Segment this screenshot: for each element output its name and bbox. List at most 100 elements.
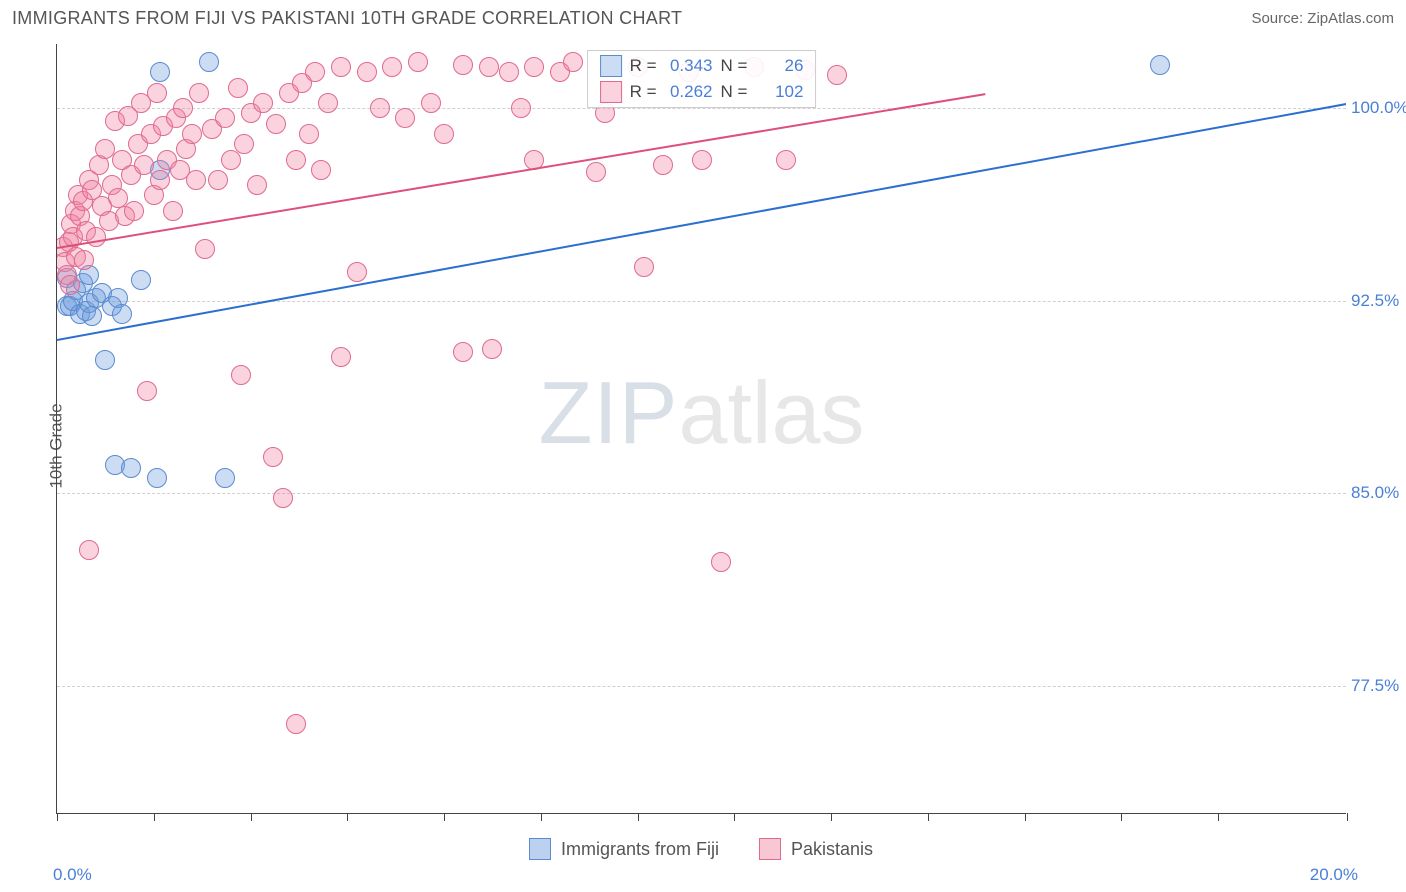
data-point	[121, 458, 141, 478]
data-point	[286, 150, 306, 170]
legend-swatch	[759, 838, 781, 860]
legend-swatch	[529, 838, 551, 860]
data-point	[1150, 55, 1170, 75]
data-point	[408, 52, 428, 72]
x-tick	[928, 813, 929, 821]
data-point	[234, 134, 254, 154]
data-point	[263, 447, 283, 467]
data-point	[137, 381, 157, 401]
x-tick	[1121, 813, 1122, 821]
data-point	[382, 57, 402, 77]
data-point	[195, 239, 215, 259]
data-point	[357, 62, 377, 82]
data-point	[692, 150, 712, 170]
legend-label: Pakistanis	[791, 839, 873, 860]
data-point	[215, 468, 235, 488]
data-point	[112, 304, 132, 324]
y-tick-label: 100.0%	[1351, 98, 1406, 118]
data-point	[60, 275, 80, 295]
data-point	[634, 257, 654, 277]
data-point	[586, 162, 606, 182]
x-tick	[1218, 813, 1219, 821]
x-axis-start-label: 0.0%	[53, 865, 92, 885]
data-point	[653, 155, 673, 175]
legend-item: Immigrants from Fiji	[529, 838, 719, 860]
data-point	[150, 170, 170, 190]
gridline	[57, 493, 1346, 494]
data-point	[124, 201, 144, 221]
y-tick-label: 85.0%	[1351, 483, 1406, 503]
data-point	[95, 350, 115, 370]
data-point	[74, 250, 94, 270]
data-point	[208, 170, 228, 190]
legend-r-label: R =	[630, 56, 657, 76]
x-tick	[1025, 813, 1026, 821]
source-label: Source: ZipAtlas.com	[1251, 10, 1394, 27]
x-tick	[154, 813, 155, 821]
data-point	[82, 306, 102, 326]
legend-r-value: 0.262	[665, 82, 713, 102]
data-point	[395, 108, 415, 128]
data-point	[479, 57, 499, 77]
legend-n-label: N =	[721, 82, 748, 102]
x-tick	[1347, 813, 1348, 821]
data-point	[331, 57, 351, 77]
data-point	[347, 262, 367, 282]
legend-n-value: 26	[755, 56, 803, 76]
data-point	[421, 93, 441, 113]
data-point	[286, 714, 306, 734]
data-point	[266, 114, 286, 134]
data-point	[79, 540, 99, 560]
legend-r-label: R =	[630, 82, 657, 102]
legend-n-value: 102	[755, 82, 803, 102]
data-point	[776, 150, 796, 170]
data-point	[434, 124, 454, 144]
data-point	[273, 488, 293, 508]
x-tick	[444, 813, 445, 821]
data-point	[524, 57, 544, 77]
gridline	[57, 301, 1346, 302]
data-point	[299, 124, 319, 144]
x-tick	[638, 813, 639, 821]
data-point	[511, 98, 531, 118]
data-point	[499, 62, 519, 82]
data-point	[453, 342, 473, 362]
data-point	[131, 270, 151, 290]
x-tick	[831, 813, 832, 821]
x-tick	[541, 813, 542, 821]
data-point	[318, 93, 338, 113]
data-point	[247, 175, 267, 195]
chart-plot-area: ZIPatlas R =0.343N =26R =0.262N =102 0.0…	[56, 44, 1346, 814]
data-point	[253, 93, 273, 113]
data-point	[370, 98, 390, 118]
data-point	[150, 62, 170, 82]
data-point	[163, 201, 183, 221]
chart-title: IMMIGRANTS FROM FIJI VS PAKISTANI 10TH G…	[12, 8, 682, 29]
correlation-legend: R = 0.343 N = 26 R = 0.262 N = 102	[587, 50, 817, 108]
x-tick	[251, 813, 252, 821]
data-point	[199, 52, 219, 72]
data-point	[147, 468, 167, 488]
x-tick	[57, 813, 58, 821]
x-axis-end-label: 20.0%	[1310, 865, 1358, 885]
x-tick	[734, 813, 735, 821]
data-point	[147, 83, 167, 103]
gridline	[57, 686, 1346, 687]
y-tick-label: 92.5%	[1351, 291, 1406, 311]
data-point	[215, 108, 235, 128]
series-legend: Immigrants from Fiji Pakistanis	[56, 838, 1346, 860]
data-point	[827, 65, 847, 85]
legend-n-label: N =	[721, 56, 748, 76]
data-point	[134, 155, 154, 175]
legend-item: Pakistanis	[759, 838, 873, 860]
data-point	[189, 83, 209, 103]
data-point	[311, 160, 331, 180]
data-point	[231, 365, 251, 385]
legend-swatch	[600, 55, 622, 77]
data-point	[563, 52, 583, 72]
data-point	[305, 62, 325, 82]
legend-label: Immigrants from Fiji	[561, 839, 719, 860]
data-point	[182, 124, 202, 144]
data-point	[228, 78, 248, 98]
legend-r-value: 0.343	[665, 56, 713, 76]
